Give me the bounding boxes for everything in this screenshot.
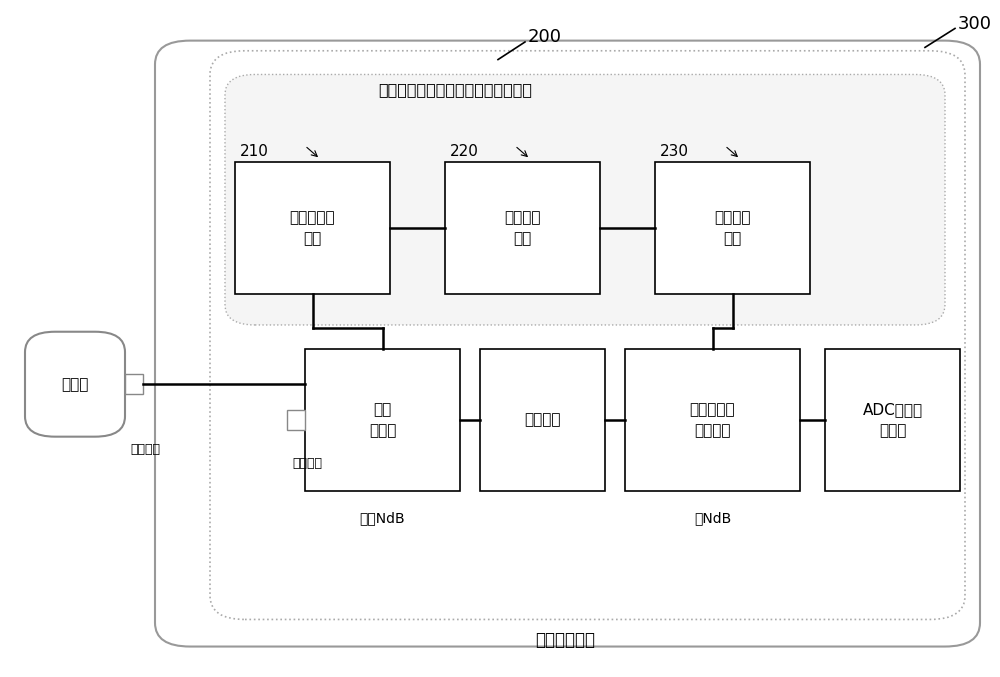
Text: 变频单元: 变频单元: [524, 412, 561, 427]
Text: 程控
衰减器: 程控 衰减器: [369, 401, 396, 438]
Text: 功率补偿
单元: 功率补偿 单元: [714, 211, 751, 246]
Text: 中频补偿和
校准单元: 中频补偿和 校准单元: [690, 401, 735, 438]
Text: 衰减量检测
单元: 衰减量检测 单元: [290, 211, 335, 246]
Text: 220: 220: [450, 144, 479, 159]
Text: 200: 200: [528, 28, 562, 46]
FancyBboxPatch shape: [225, 74, 945, 325]
Text: 射频端口: 射频端口: [130, 443, 160, 456]
Text: 提高超外差接收机测量准确度的装置: 提高超外差接收机测量准确度的装置: [378, 82, 532, 97]
Text: 功率校准
单元: 功率校准 单元: [504, 211, 541, 246]
Text: ADC数字处
理单元: ADC数字处 理单元: [862, 401, 923, 438]
Text: 衰减NdB: 衰减NdB: [360, 511, 405, 525]
Text: 300: 300: [958, 15, 992, 32]
Text: 射频端口: 射频端口: [292, 457, 322, 470]
Text: 超外差接收机: 超外差接收机: [535, 631, 595, 649]
FancyBboxPatch shape: [625, 349, 800, 491]
Text: 增NdB: 增NdB: [694, 511, 731, 525]
FancyBboxPatch shape: [305, 349, 460, 491]
FancyBboxPatch shape: [480, 349, 605, 491]
FancyBboxPatch shape: [125, 374, 143, 394]
FancyBboxPatch shape: [235, 162, 390, 294]
Text: 210: 210: [240, 144, 269, 159]
Text: 被测件: 被测件: [61, 376, 89, 392]
FancyBboxPatch shape: [210, 51, 965, 619]
FancyBboxPatch shape: [825, 349, 960, 491]
FancyBboxPatch shape: [445, 162, 600, 294]
FancyBboxPatch shape: [25, 332, 125, 437]
FancyBboxPatch shape: [655, 162, 810, 294]
Text: 230: 230: [660, 144, 689, 159]
FancyBboxPatch shape: [287, 410, 305, 430]
FancyBboxPatch shape: [155, 41, 980, 647]
